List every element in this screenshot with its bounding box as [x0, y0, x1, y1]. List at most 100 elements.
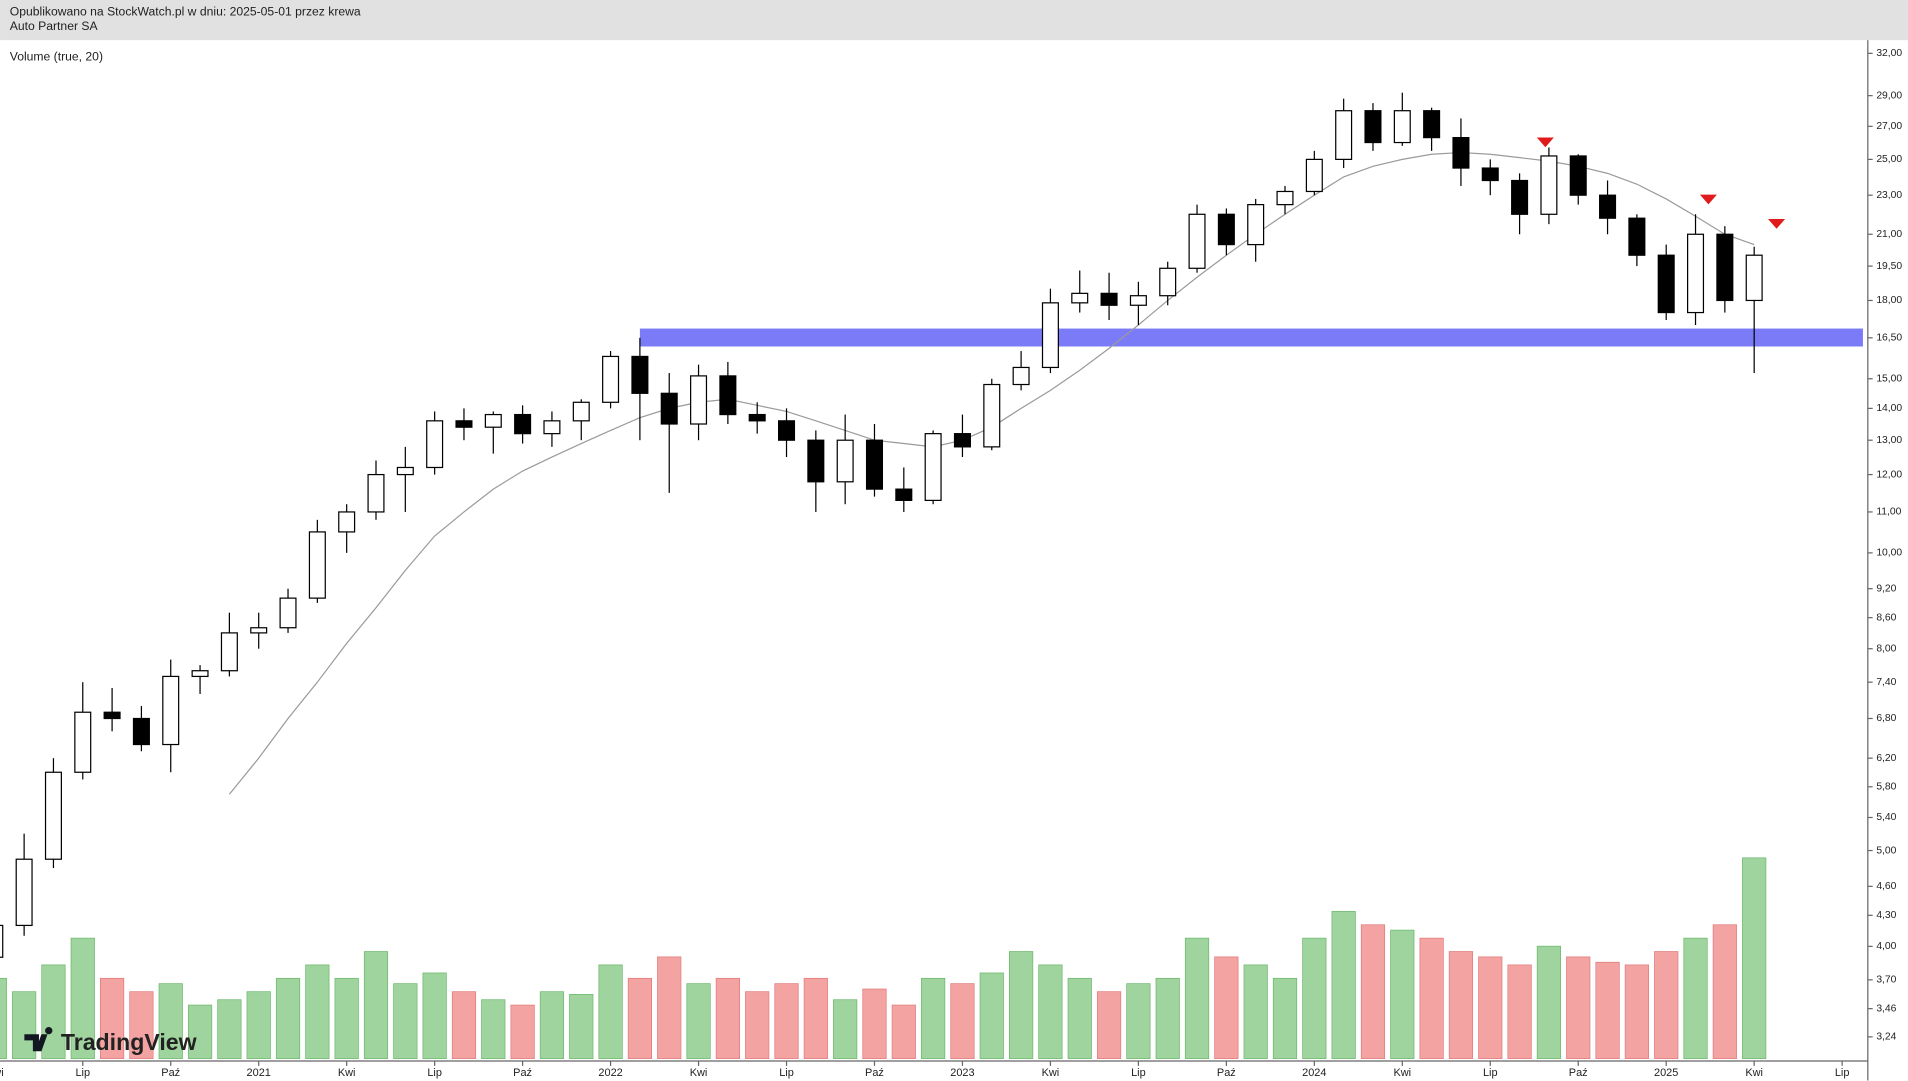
candle-body — [807, 439, 825, 483]
candle-body — [367, 473, 385, 513]
volume-bar — [627, 977, 652, 1059]
volume-bar — [921, 977, 946, 1059]
x-tick-label: Kwi — [338, 1067, 356, 1079]
volume-bar — [569, 993, 594, 1059]
candle-body — [1012, 366, 1030, 386]
marker — [1768, 219, 1786, 229]
volume-bar — [862, 988, 887, 1059]
volume-bar — [1009, 951, 1034, 1059]
y-tick-label: 8,00 — [1876, 643, 1896, 654]
candle-body — [484, 413, 502, 428]
y-tick-label: 9,20 — [1876, 583, 1896, 594]
volume-bar — [774, 983, 799, 1059]
x-tick-label: Paź — [513, 1067, 532, 1079]
volume-bar — [1184, 937, 1210, 1059]
y-tick-label: 13,00 — [1876, 435, 1902, 446]
x-tick-label: Paź — [1569, 1067, 1588, 1079]
volume-bar — [1390, 929, 1415, 1059]
candle-body — [865, 439, 884, 490]
volume-bar — [1419, 937, 1444, 1059]
candle-body — [1364, 110, 1382, 144]
candle-body — [953, 433, 971, 448]
x-tick-label: 2023 — [950, 1067, 974, 1079]
volume-bar — [803, 977, 828, 1059]
candle-body — [836, 439, 854, 483]
candle-body — [748, 413, 766, 422]
volume-bar — [979, 972, 1004, 1059]
volume-bar — [422, 972, 447, 1059]
y-tick-label: 4,00 — [1876, 941, 1896, 952]
y-tick-label: 10,00 — [1876, 548, 1902, 559]
x-tick-label: Kwi — [1745, 1067, 1763, 1079]
y-tick-label: 3,70 — [1876, 975, 1896, 986]
volume-bar — [891, 1004, 916, 1059]
y-tick-label: 32,00 — [1876, 48, 1902, 59]
volume-bar — [1478, 956, 1503, 1059]
volume-bar — [657, 956, 682, 1059]
volume-bar — [1302, 937, 1327, 1059]
volume-bar — [451, 991, 477, 1059]
x-tick-label: 2024 — [1302, 1067, 1326, 1079]
x-tick-label: Paź — [865, 1067, 884, 1079]
logo-text: TradingView — [61, 1029, 198, 1055]
candle-body — [308, 531, 326, 599]
volume-bar — [1243, 964, 1268, 1059]
x-tick-label: Kwi — [690, 1067, 708, 1079]
volume-bar — [950, 983, 975, 1059]
candle-body — [455, 420, 473, 428]
volume-bar — [598, 964, 623, 1059]
volume-bar — [1507, 964, 1532, 1059]
volume-bar — [1712, 924, 1737, 1059]
y-tick-label: 5,00 — [1876, 845, 1896, 856]
y-tick-label: 5,80 — [1876, 782, 1896, 793]
candle-body — [543, 420, 561, 435]
candle-body — [690, 375, 708, 425]
candle-body — [514, 413, 532, 435]
plot — [0, 92, 1863, 1059]
candle-body — [1247, 204, 1265, 246]
volume-bar — [0, 977, 7, 1059]
candle-body — [1599, 194, 1617, 219]
volume-bar — [158, 983, 183, 1059]
y-tick-label: 23,00 — [1876, 190, 1902, 201]
x-tick-label: Paź — [1217, 1067, 1236, 1079]
volume-bar — [745, 991, 770, 1059]
candle-body — [1159, 267, 1177, 297]
x-tick-label: Kwi — [1042, 1067, 1060, 1079]
volume-bar — [1272, 977, 1298, 1059]
y-tick-label: 6,80 — [1876, 713, 1896, 724]
volume-bar — [481, 999, 506, 1059]
candle-body — [426, 420, 444, 469]
candle-body — [1217, 213, 1235, 246]
y-tick-label: 29,00 — [1876, 90, 1902, 101]
volume-bar — [1654, 951, 1679, 1059]
volume-bar — [305, 964, 330, 1059]
candle-body — [1481, 167, 1499, 182]
volume-bar — [1155, 977, 1180, 1059]
volume-bar — [1214, 956, 1239, 1059]
volume-bar — [217, 999, 242, 1059]
y-tick-label: 7,40 — [1876, 677, 1896, 688]
candle-body — [983, 383, 1001, 448]
moving-average — [228, 151, 1755, 795]
volume-bar — [1331, 911, 1356, 1059]
marker — [1699, 194, 1717, 205]
candle-body — [1041, 302, 1059, 369]
x-tick-label: Lip — [1131, 1067, 1146, 1079]
support-zone — [639, 328, 1863, 347]
candle-body — [924, 433, 942, 501]
volume-bar — [715, 977, 740, 1059]
x-tick-label: 2025 — [1654, 1067, 1678, 1079]
header-band — [0, 0, 1908, 41]
x-tick-label: Kwi — [1393, 1067, 1411, 1079]
volume-bar — [70, 937, 95, 1059]
volume-bar — [1096, 991, 1122, 1059]
y-tick-label: 12,00 — [1876, 469, 1902, 480]
candle-body — [660, 392, 678, 425]
y-tick-label: 16,50 — [1876, 333, 1902, 344]
candle-body — [1511, 179, 1529, 215]
candle-body — [1452, 137, 1470, 169]
volume-bar — [1624, 964, 1649, 1059]
x-tick-label: Lip — [1483, 1067, 1498, 1079]
